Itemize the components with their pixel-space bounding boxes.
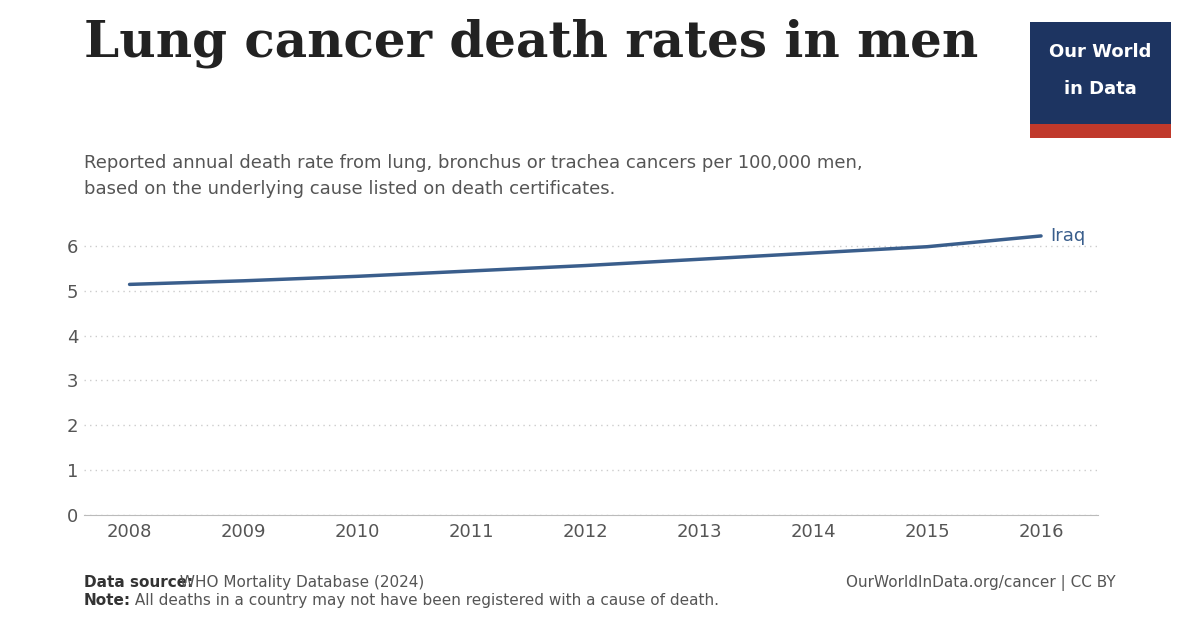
Text: Reported annual death rate from lung, bronchus or trachea cancers per 100,000 me: Reported annual death rate from lung, br… <box>84 154 863 198</box>
Text: Iraq: Iraq <box>1050 227 1085 245</box>
Text: OurWorldInData.org/cancer | CC BY: OurWorldInData.org/cancer | CC BY <box>846 575 1116 590</box>
Text: Data source:: Data source: <box>84 575 193 590</box>
Text: Our World: Our World <box>1049 43 1152 61</box>
Text: All deaths in a country may not have been registered with a cause of death.: All deaths in a country may not have bee… <box>130 593 719 609</box>
FancyBboxPatch shape <box>1030 124 1171 138</box>
FancyBboxPatch shape <box>1030 22 1171 124</box>
Text: Lung cancer death rates in men: Lung cancer death rates in men <box>84 19 978 68</box>
Text: in Data: in Data <box>1064 80 1136 99</box>
Text: WHO Mortality Database (2024): WHO Mortality Database (2024) <box>175 575 425 590</box>
Text: Note:: Note: <box>84 593 131 609</box>
